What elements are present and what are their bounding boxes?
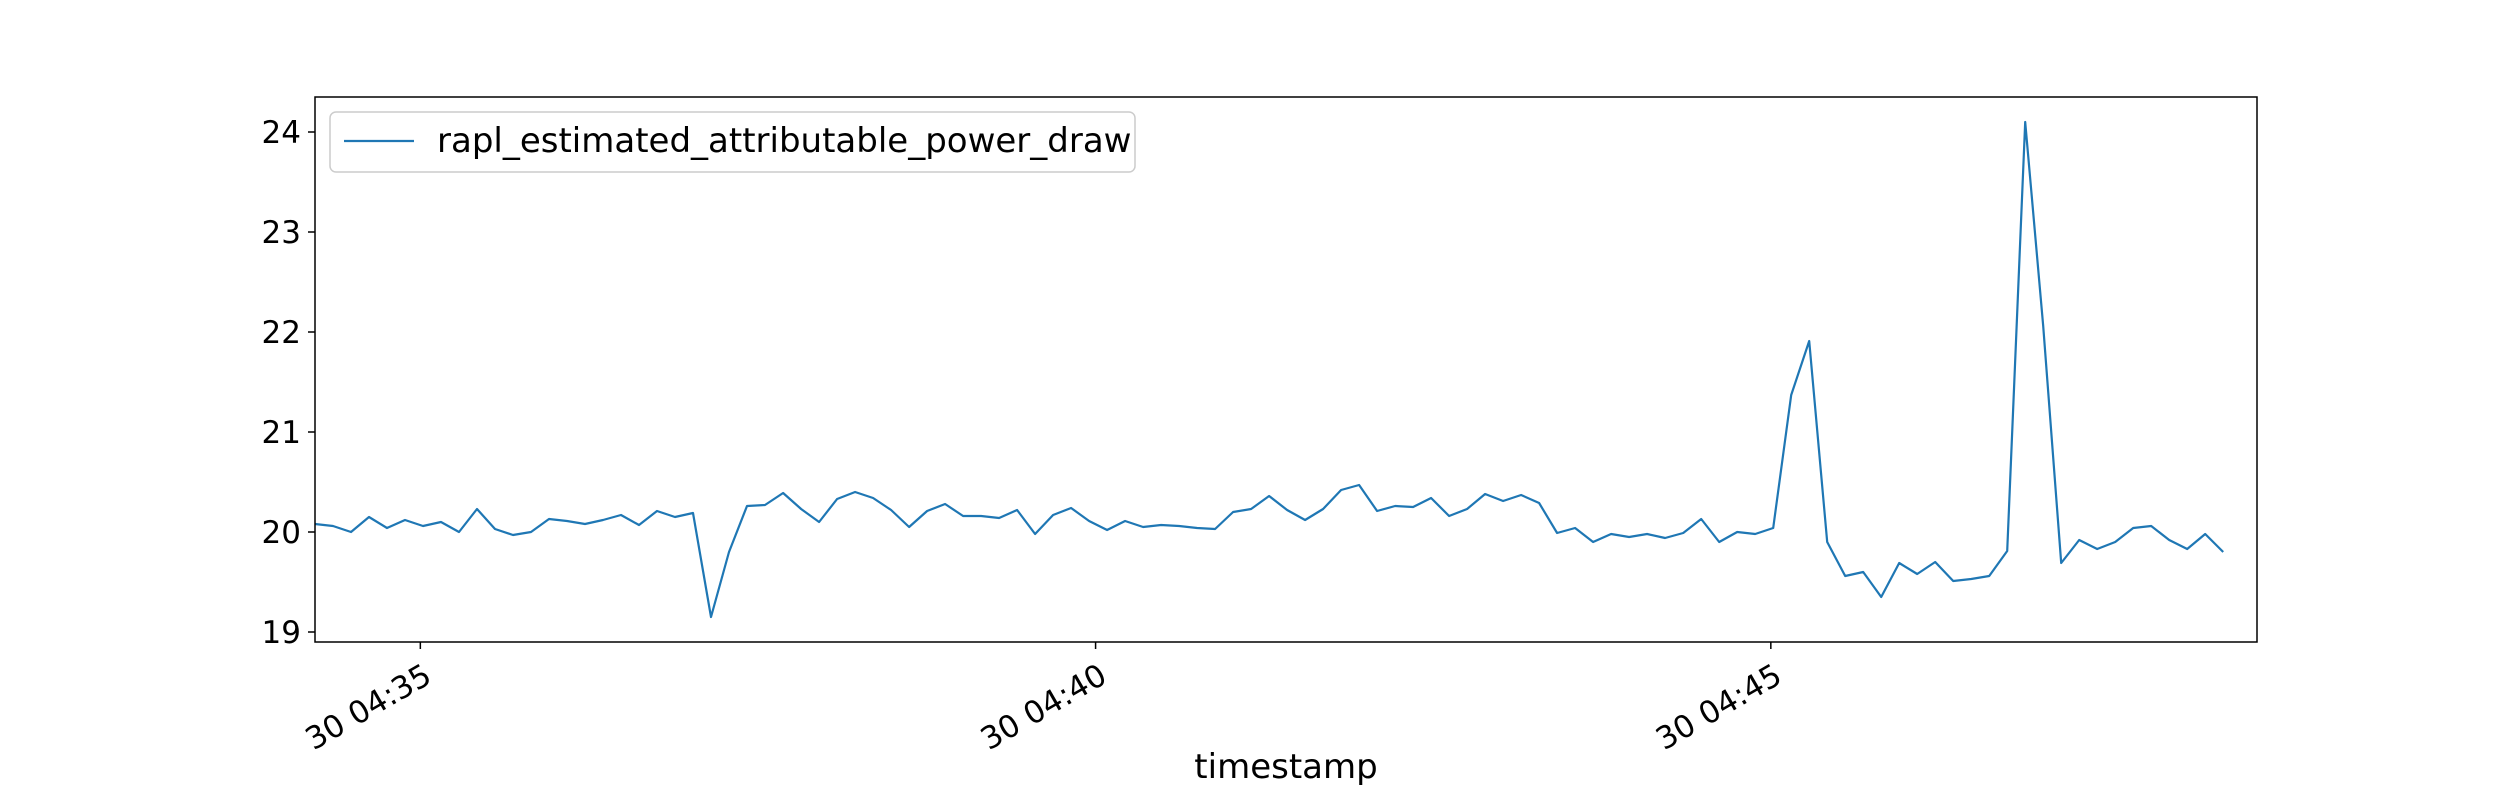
legend: rapl_estimated_attributable_power_draw xyxy=(329,111,1136,173)
plot-frame xyxy=(314,96,2258,643)
y-tick-label: 24 xyxy=(262,115,301,151)
legend-box xyxy=(329,111,1136,173)
y-tick-label: 19 xyxy=(262,615,301,651)
x-axis: 30 04:35 30 04:40 30 04:45 xyxy=(299,642,1788,758)
y-axis: 19 20 21 22 23 24 xyxy=(262,115,315,651)
legend-label: rapl_estimated_attributable_power_draw xyxy=(437,121,1132,161)
x-tick-label: 30 04:35 xyxy=(299,657,437,757)
x-axis-label: timestamp xyxy=(1194,747,1377,787)
y-tick-label: 23 xyxy=(262,215,301,251)
y-tick-label: 21 xyxy=(262,415,301,451)
x-tick-label: 30 04:40 xyxy=(975,657,1113,757)
y-tick-label: 20 xyxy=(262,515,301,551)
plot-background xyxy=(315,97,2257,642)
x-tick-label: 30 04:45 xyxy=(1650,657,1788,757)
series-line xyxy=(314,120,2224,619)
plot-area xyxy=(314,96,2258,643)
y-tick-label: 22 xyxy=(262,315,301,351)
